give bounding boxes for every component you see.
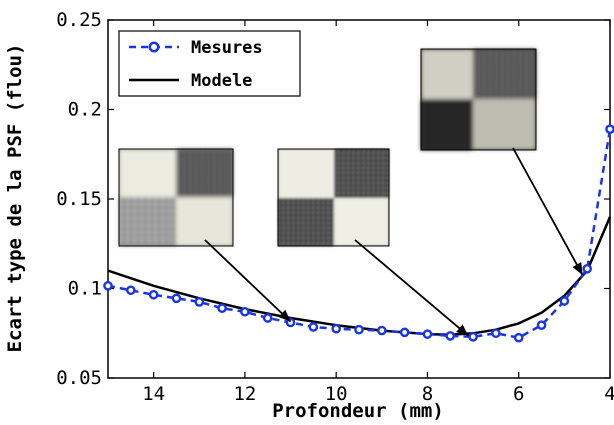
y-tick-label: 0.1 [68, 278, 102, 300]
annotation-arrows [204, 147, 584, 337]
annotation-arrowhead [278, 309, 291, 322]
axis-tick-labels: 14 12 10 8 6 4 0.05 0.1 0.15 0.2 0.25 [56, 9, 614, 405]
y-tick-label: 0.05 [56, 367, 102, 389]
x-tick-label: 12 [233, 383, 256, 405]
data-point-mesures [354, 324, 364, 335]
data-point-mesures [513, 332, 524, 343]
data-point-mesures [217, 303, 227, 313]
legend-item-modele: Modele [129, 71, 252, 91]
x-tick-label: 4 [604, 383, 614, 405]
x-tick-label: 10 [325, 383, 348, 405]
data-point-mesures [559, 296, 570, 306]
annotation-arrow [354, 239, 470, 337]
data-point-mesures [582, 264, 592, 274]
inset-psf-far [420, 48, 537, 151]
legend-item-mesures: Mesures [129, 38, 263, 58]
x-axis-label: Profondeur (mm) [272, 400, 444, 422]
data-point-mesures [399, 327, 410, 338]
data-point-mesures [148, 289, 159, 300]
annotation-arrowhead [572, 262, 583, 276]
inset-psf-near [118, 148, 234, 247]
data-point-mesures [468, 332, 478, 342]
data-point-mesures [103, 281, 113, 291]
legend-label-mesures: Mesures [191, 38, 263, 58]
data-point-mesures [331, 323, 341, 334]
data-point-mesures [171, 293, 182, 304]
y-tick-label: 0.15 [56, 188, 102, 210]
data-point-mesures [262, 313, 273, 323]
inset-psf-mid [277, 148, 390, 247]
data-point-mesures [445, 331, 456, 341]
x-tick-label: 6 [513, 383, 524, 405]
data-point-mesures [377, 325, 387, 336]
x-tick-label: 8 [422, 383, 433, 405]
data-point-mesures [126, 285, 136, 296]
series-layer [103, 124, 614, 343]
axis-ticks [108, 19, 611, 379]
legend: Mesures Modele [118, 30, 301, 97]
annotation-arrowhead [456, 324, 469, 336]
annotation-arrow [512, 147, 584, 276]
data-point-mesures [240, 306, 250, 317]
y-tick-label: 0.25 [56, 9, 102, 31]
data-point-mesures [536, 320, 547, 330]
y-tick-label: 0.2 [68, 99, 102, 121]
legend-label-modele: Modele [191, 71, 252, 91]
data-point-mesures [491, 328, 501, 339]
data-point-mesures [194, 297, 205, 307]
y-axis-label: Ecart type de la PSF (flou) [4, 44, 26, 353]
data-point-mesures [605, 124, 614, 134]
data-point-mesures [422, 329, 433, 339]
x-tick-label: 14 [142, 383, 165, 405]
annotation-arrow [204, 239, 292, 323]
data-point-mesures [308, 322, 319, 332]
